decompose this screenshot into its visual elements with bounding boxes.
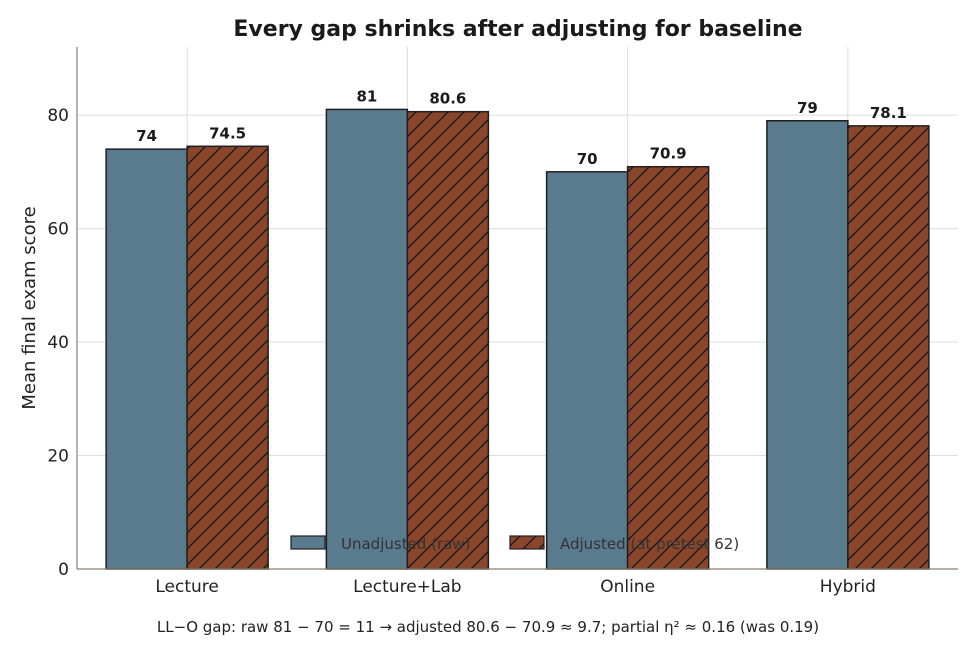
bar-adjusted-hybrid xyxy=(847,125,930,570)
y-tick-label: 80 xyxy=(47,106,69,126)
footnote: LL−O gap: raw 81 − 70 = 11 → adjusted 80… xyxy=(156,618,820,636)
data-label: 70 xyxy=(577,150,598,168)
chart-title: Every gap shrinks after adjusting for ba… xyxy=(233,17,802,42)
data-label: 78.1 xyxy=(870,104,907,122)
bar-adjusted-online xyxy=(626,165,710,570)
y-tick-label: 60 xyxy=(47,220,69,240)
legend-swatch xyxy=(509,535,545,550)
data-label: 74.5 xyxy=(209,124,246,142)
bars: 74 81 70 79 74.5 80.6 70.9 78.1 xyxy=(105,87,930,570)
legend-swatch xyxy=(290,535,326,550)
y-tick-label: 20 xyxy=(47,447,69,467)
bar-adjusted-lecture-lab xyxy=(406,110,490,570)
y-axis-label: Mean final exam score xyxy=(19,206,40,409)
x-tick-label: Hybrid xyxy=(820,577,876,597)
data-label: 79 xyxy=(797,99,818,117)
legend: Unadjusted (raw) Adjusted (at pretest 62) xyxy=(290,535,739,553)
data-label: 74 xyxy=(136,127,157,145)
bar-unadjusted-lecture xyxy=(105,148,188,570)
y-tick-label: 40 xyxy=(47,333,69,353)
y-tick-label: 0 xyxy=(58,560,69,580)
axes: 0 20 40 60 80 Lecture Lecture+Lab Online Hybrid xyxy=(47,47,958,597)
bar-unadjusted-hybrid xyxy=(766,120,849,570)
data-label: 81 xyxy=(356,87,377,105)
legend-label: Unadjusted (raw) xyxy=(341,535,470,553)
data-label: 70.9 xyxy=(650,145,687,163)
bar-unadjusted-online xyxy=(545,171,629,570)
data-label: 80.6 xyxy=(429,90,466,108)
x-tick-label: Lecture+Lab xyxy=(353,577,461,597)
bar-unadjusted-lecture-lab xyxy=(325,108,409,570)
x-tick-label: Lecture xyxy=(155,577,219,597)
legend-label: Adjusted (at pretest 62) xyxy=(560,535,739,553)
bar-adjusted-lecture xyxy=(186,145,269,570)
x-tick-label: Online xyxy=(600,577,655,597)
